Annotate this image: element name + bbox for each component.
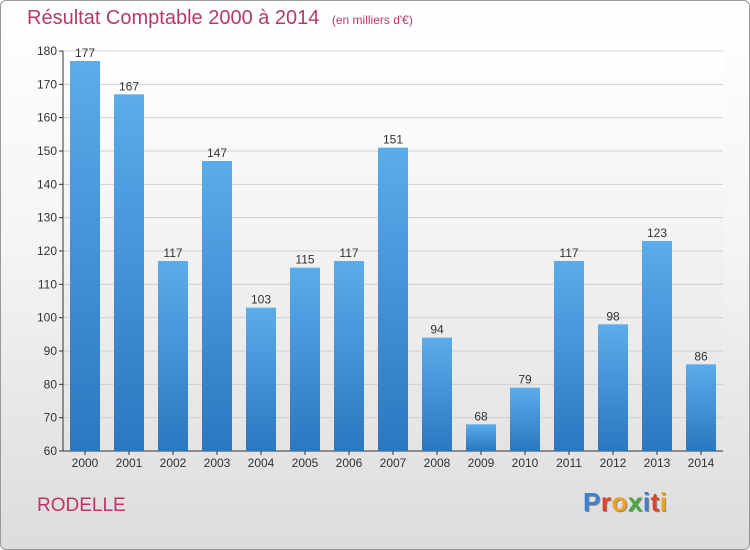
x-tick-label: 2011 bbox=[556, 456, 582, 470]
bar bbox=[598, 324, 628, 451]
bar bbox=[422, 337, 452, 451]
x-tick-label: 2009 bbox=[468, 456, 495, 470]
bar bbox=[642, 241, 672, 451]
data-label: 117 bbox=[339, 246, 358, 260]
data-label: 103 bbox=[251, 293, 271, 307]
bar bbox=[158, 261, 188, 451]
logo-letter: t bbox=[650, 487, 660, 517]
x-tick-label: 2006 bbox=[336, 456, 363, 470]
logo-letter: i bbox=[642, 487, 651, 517]
data-label: 98 bbox=[606, 309, 620, 323]
x-tick-label: 2000 bbox=[72, 456, 99, 470]
y-tick-label: 90 bbox=[44, 344, 58, 358]
data-label: 68 bbox=[474, 409, 488, 423]
y-tick-label: 160 bbox=[37, 111, 57, 125]
logo-letter: P bbox=[583, 487, 601, 517]
data-label: 86 bbox=[694, 349, 708, 363]
x-tick-label: 2003 bbox=[204, 456, 231, 470]
logo-letter: o bbox=[611, 487, 628, 517]
y-tick-label: 70 bbox=[44, 411, 58, 425]
bar bbox=[378, 147, 408, 451]
bar bbox=[686, 364, 716, 451]
logo-letter: x bbox=[627, 487, 643, 517]
chart-title-block: Résultat Comptable 2000 à 2014 (en milli… bbox=[27, 7, 413, 30]
data-label: 117 bbox=[559, 246, 578, 260]
x-tick-label: 2004 bbox=[248, 456, 275, 470]
y-tick-label: 80 bbox=[44, 377, 58, 391]
data-label: 115 bbox=[295, 253, 314, 267]
chart-subtitle: (en milliers d'€) bbox=[331, 13, 413, 27]
data-label: 79 bbox=[518, 373, 532, 387]
x-tick-label: 2001 bbox=[116, 456, 143, 470]
bar bbox=[202, 161, 232, 451]
x-tick-label: 2012 bbox=[600, 456, 627, 470]
bar bbox=[70, 61, 100, 451]
x-tick-label: 2007 bbox=[380, 456, 407, 470]
data-label: 117 bbox=[163, 246, 182, 260]
data-label: 94 bbox=[430, 323, 444, 337]
y-tick-label: 170 bbox=[37, 77, 57, 91]
proxiti-logo: Proxiti bbox=[583, 487, 667, 518]
bar bbox=[290, 267, 320, 451]
bar bbox=[246, 307, 276, 451]
y-tick-label: 120 bbox=[37, 244, 57, 258]
x-tick-label: 2013 bbox=[644, 456, 671, 470]
data-label: 123 bbox=[647, 226, 667, 240]
data-label: 147 bbox=[207, 146, 227, 160]
x-tick-label: 2014 bbox=[688, 456, 715, 470]
x-tick-label: 2005 bbox=[292, 456, 319, 470]
y-tick-label: 150 bbox=[37, 144, 57, 158]
chart-title: Résultat Comptable 2000 à 2014 bbox=[27, 7, 320, 29]
y-tick-label: 180 bbox=[37, 44, 57, 58]
logo-letter: i bbox=[659, 487, 668, 517]
x-tick-label: 2010 bbox=[512, 456, 539, 470]
y-tick-label: 140 bbox=[37, 177, 57, 191]
x-tick-label: 2002 bbox=[160, 456, 187, 470]
y-tick-label: 130 bbox=[37, 211, 57, 225]
bar bbox=[510, 387, 540, 451]
bar bbox=[466, 424, 496, 451]
commune-name: RODELLE bbox=[37, 495, 126, 516]
bar bbox=[554, 261, 584, 451]
y-tick-label: 110 bbox=[38, 277, 57, 291]
logo-letter: r bbox=[600, 487, 612, 517]
y-tick-label: 60 bbox=[44, 444, 58, 458]
y-tick-label: 100 bbox=[37, 311, 57, 325]
data-label: 177 bbox=[75, 46, 95, 60]
bar bbox=[334, 261, 364, 451]
data-label: 167 bbox=[119, 79, 139, 93]
data-label: 151 bbox=[383, 133, 403, 147]
bar bbox=[114, 94, 144, 451]
x-tick-label: 2008 bbox=[424, 456, 451, 470]
